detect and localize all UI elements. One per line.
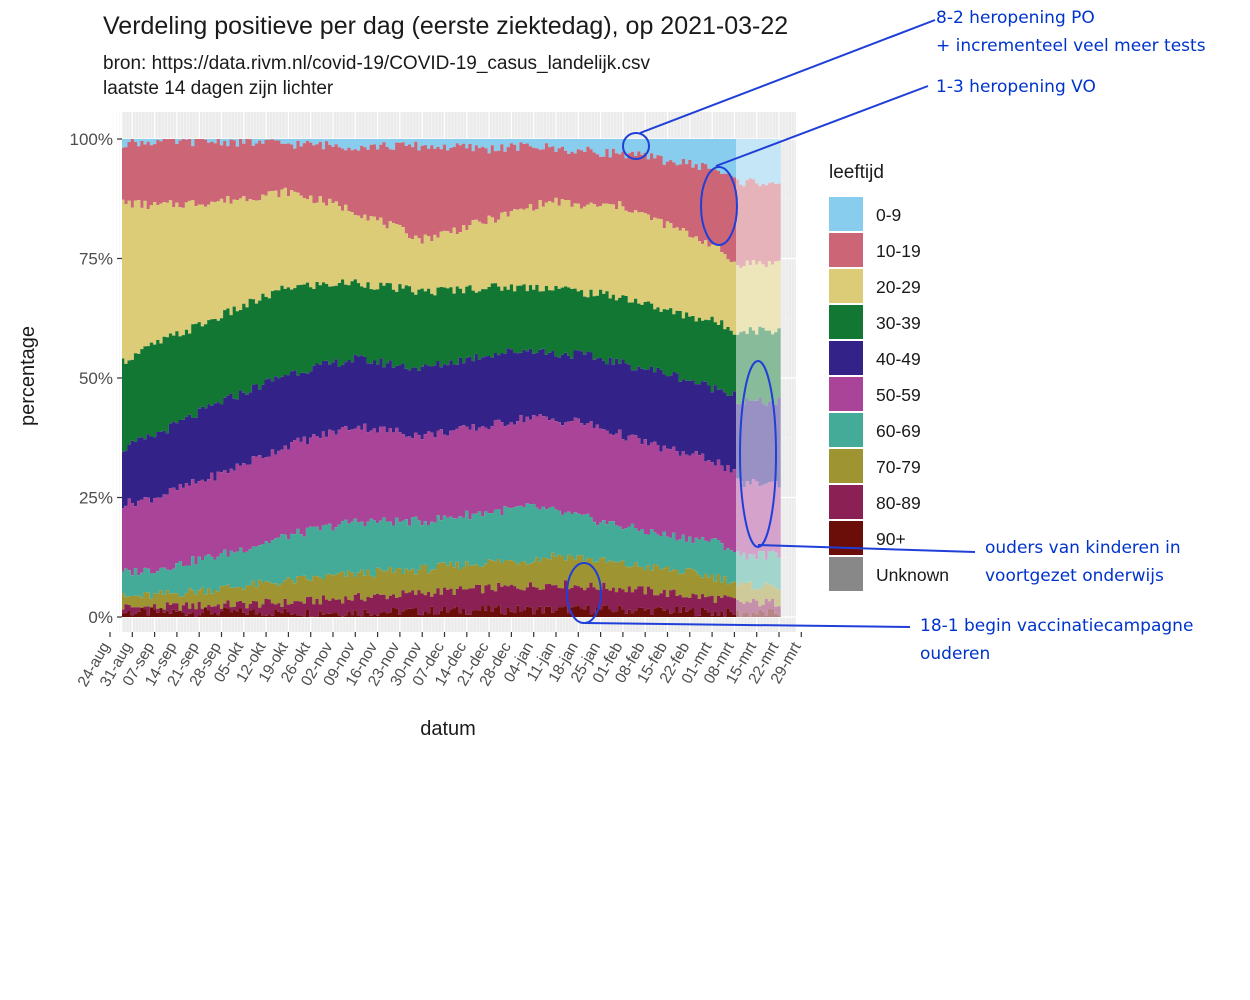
y-tick-label: 25% [79,489,113,508]
lighter-period-overlay [736,139,781,617]
annotation-parents-line-2: voortgezet onderwijs [985,566,1164,586]
y-axis-label: percentage [17,326,39,426]
chart-subtitle-note: laatste 14 dagen zijn lichter [103,78,334,99]
legend-label: 30-39 [876,313,921,333]
legend-swatch [829,341,863,375]
annotation-line-parents [757,544,976,553]
legend-label: 40-49 [876,349,921,369]
chart-subtitle-source: bron: https://data.rivm.nl/covid-19/COVI… [103,53,651,74]
annotation-ellipse-po [622,132,650,160]
series-area-0-9 [122,139,781,187]
annotation-ellipse-vo [700,166,738,246]
series-area-70-79 [122,552,781,611]
legend-swatch [829,377,863,411]
series-area-60-69 [122,503,781,599]
legend-swatch [829,521,863,555]
legend-swatch [829,485,863,519]
legend-swatch [829,269,863,303]
annotation-ellipse-vaccination [566,562,602,624]
y-tick-label: 75% [79,250,113,269]
legend-swatch [829,233,863,267]
legend-swatch [829,305,863,339]
legend-label: 90+ [876,529,906,549]
annotation-vaccination: 18-1 begin vaccinatiecampagne ouderen [920,612,1193,668]
annotation-markers [566,19,976,628]
legend-label: 0-9 [876,205,901,225]
annotation-po-line-2: + incrementeel veel meer tests [936,36,1206,56]
legend-label: 10-19 [876,241,921,261]
legend-swatch [829,557,863,591]
annotation-line-vaccination [584,622,911,628]
series-area-30-39 [122,279,781,452]
series-area-50-59 [122,414,781,576]
series-area-20-29 [122,187,781,364]
annotation-ellipse-parents [739,360,777,548]
legend-label: 50-59 [876,385,921,405]
series-area-40-49 [122,348,781,509]
y-axis: 0% 25% 50% 75% 100% [70,130,122,627]
series-area-90plus [122,605,781,617]
chart-title: Verdeling positieve per dag (eerste ziek… [103,12,789,40]
y-tick-label: 50% [79,369,113,388]
annotation-vo: 1-3 heropening VO [936,73,1096,101]
annotation-po-line-1: 8-2 heropening PO [936,8,1095,28]
annotation-vaccination-line-1: 18-1 begin vaccinatiecampagne [920,616,1194,636]
y-tick-label: 100% [70,130,113,149]
legend-title: leeftijd [829,162,884,183]
legend-label: Unknown [876,565,949,585]
legend-swatch [829,449,863,483]
x-axis: 24-aug31-aug07-sep14-sep21-sep28-sep05-o… [75,632,805,690]
legend-label: 80-89 [876,493,921,513]
annotation-po: 8-2 heropening PO + incrementeel veel me… [936,4,1206,60]
legend-label: 60-69 [876,421,921,441]
legend-swatch [829,413,863,447]
series-area-10-19 [122,139,781,268]
annotation-parents-line-1: ouders van kinderen in [985,538,1181,558]
annotation-line-vo [715,85,929,167]
x-axis-label: datum [420,718,476,740]
legend: 0-9 10-19 20-29 30-39 40-49 50-59 60-69 70-79 80… [829,197,949,591]
y-tick-label: 0% [88,608,113,627]
series-area-80-89 [122,580,781,617]
legend-swatch [829,197,863,231]
annotation-line-po [639,19,936,134]
annotation-parents: ouders van kinderen in voortgezet onderw… [985,534,1181,590]
annotation-vaccination-line-2: ouderen [920,644,991,664]
series-group [122,139,781,617]
legend-label: 20-29 [876,277,921,297]
legend-label: 70-79 [876,457,921,477]
annotation-vo-line-1: 1-3 heropening VO [936,77,1096,97]
